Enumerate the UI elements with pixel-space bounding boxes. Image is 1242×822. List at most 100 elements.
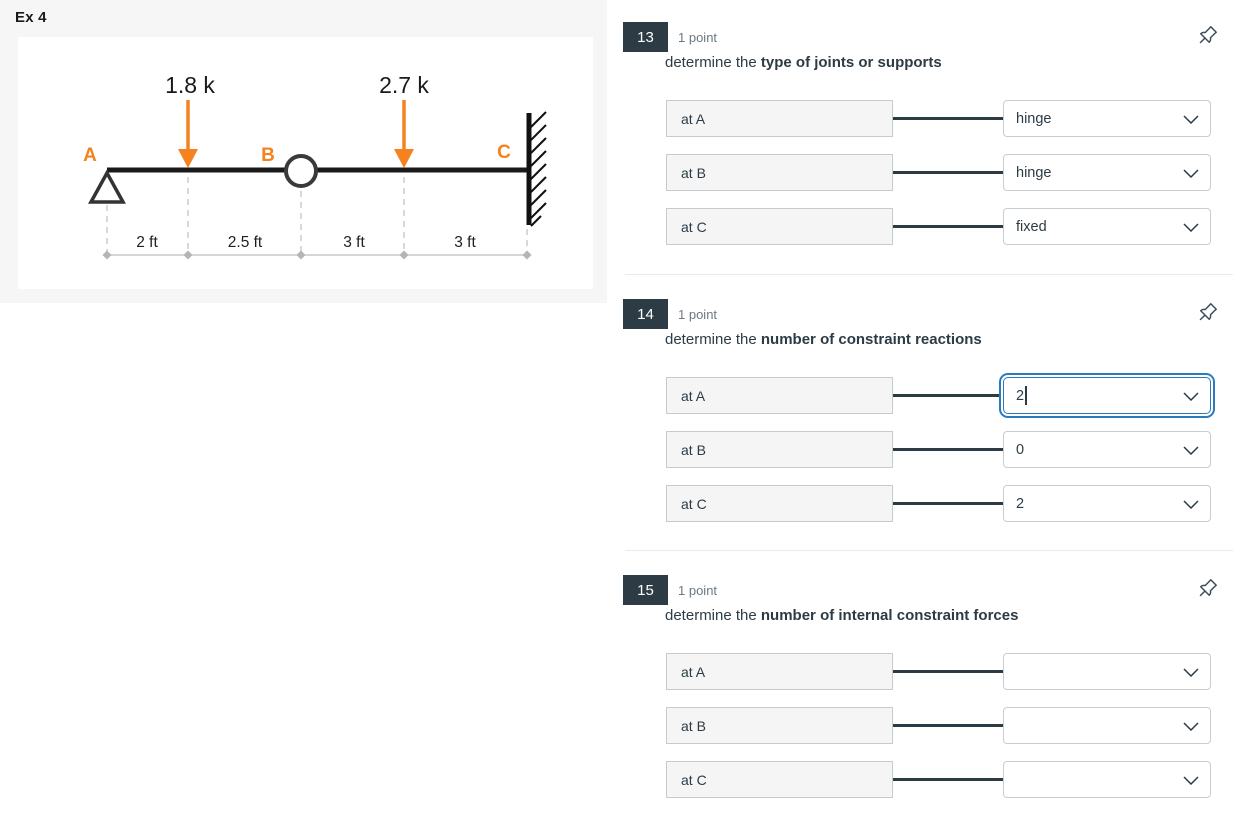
- match-label: at B: [666, 707, 893, 744]
- match-label: at B: [666, 154, 893, 191]
- question-14: 14 1 point determine the number of const…: [620, 299, 1242, 549]
- prompt-emphasis: number of internal constraint forces: [760, 607, 1019, 624]
- point-label-c: C: [497, 142, 511, 163]
- answer-dropdown[interactable]: hinge: [1003, 154, 1211, 191]
- chevron-down-icon: [1183, 169, 1199, 178]
- chevron-down-icon: [1183, 668, 1199, 677]
- projection-lines: [106, 177, 528, 252]
- connector-line: [893, 117, 1003, 120]
- connector-line: [893, 778, 1003, 781]
- answer-value: fixed: [1016, 218, 1047, 235]
- pin-support-a: [88, 169, 126, 204]
- beam-diagram: 2 ft 2.5 ft 3 ft 3 ft: [18, 37, 593, 289]
- answer-dropdown[interactable]: [1003, 653, 1211, 690]
- question-prompt: determine the number of internal constra…: [665, 607, 1018, 624]
- dim-label-3: 3 ft: [343, 234, 365, 251]
- answer-value: 2: [1016, 495, 1025, 512]
- question-divider: [625, 550, 1233, 551]
- connector-line: [893, 394, 1003, 397]
- chevron-down-icon: [1183, 115, 1199, 124]
- connector-line: [893, 171, 1003, 174]
- question-prompt: determine the number of constraint react…: [665, 331, 982, 348]
- pushpin-icon: [1199, 303, 1217, 321]
- dim-label-1: 2 ft: [136, 234, 158, 251]
- question-prompt: determine the type of joints or supports: [665, 54, 942, 71]
- match-row-b: at B 0: [666, 431, 1226, 468]
- answer-value: 0: [1016, 441, 1025, 458]
- pushpin-icon: [1199, 26, 1217, 44]
- question-15: 15 1 point determine the number of inter…: [620, 575, 1242, 822]
- pin-question-button[interactable]: [1197, 577, 1219, 599]
- connector-line: [893, 448, 1003, 451]
- pin-question-button[interactable]: [1197, 301, 1219, 323]
- match-label: at A: [666, 377, 893, 414]
- point-label-a: A: [83, 145, 97, 166]
- match-row-c: at C fixed: [666, 208, 1226, 245]
- match-row-b: at B hinge: [666, 154, 1226, 191]
- match-row-b: at B: [666, 707, 1226, 744]
- match-row-a: at A 2: [666, 377, 1226, 414]
- match-label: at C: [666, 485, 893, 522]
- match-row-a: at A: [666, 653, 1226, 690]
- prompt-prefix: determine the: [665, 54, 761, 71]
- connector-line: [893, 670, 1003, 673]
- match-row-c: at C: [666, 761, 1226, 798]
- hinge-b: [284, 154, 318, 188]
- question-number-badge: 15: [623, 575, 668, 605]
- text-caret: [1025, 386, 1027, 405]
- question-points: 1 point: [678, 307, 718, 322]
- connector-line: [893, 225, 1003, 228]
- answer-dropdown[interactable]: 0: [1003, 431, 1211, 468]
- chevron-down-icon: [1183, 500, 1199, 509]
- matching-rows: at A hinge at B hinge at C fixed: [666, 100, 1226, 262]
- match-row-a: at A hinge: [666, 100, 1226, 137]
- force-arrow-right: [394, 100, 414, 168]
- prompt-prefix: determine the: [665, 607, 761, 624]
- answer-dropdown[interactable]: fixed: [1003, 208, 1211, 245]
- answer-value: 2: [1016, 387, 1025, 404]
- dim-label-2: 2.5 ft: [228, 234, 263, 251]
- answer-dropdown-focused[interactable]: 2: [1003, 377, 1211, 414]
- prompt-emphasis: number of constraint reactions: [760, 331, 982, 348]
- chevron-down-icon: [1183, 776, 1199, 785]
- exercise-title: Ex 4: [15, 9, 47, 26]
- fixed-support-c: [526, 111, 547, 227]
- dim-label-4: 3 ft: [454, 234, 476, 251]
- answer-dropdown[interactable]: [1003, 707, 1211, 744]
- pin-question-button[interactable]: [1197, 24, 1219, 46]
- point-label-b: B: [261, 145, 275, 166]
- pushpin-icon: [1199, 579, 1217, 597]
- beam-diagram-svg: 2 ft 2.5 ft 3 ft 3 ft: [83, 72, 547, 260]
- force-label-right: 2.7 k: [379, 72, 429, 98]
- matching-rows: at A 2 at B 0 at C 2: [666, 377, 1226, 539]
- question-13: 13 1 point determine the type of joints …: [620, 22, 1242, 272]
- match-label: at C: [666, 208, 893, 245]
- question-points: 1 point: [678, 30, 718, 45]
- prompt-prefix: determine the: [665, 331, 761, 348]
- question-points: 1 point: [678, 583, 718, 598]
- match-label: at A: [666, 100, 893, 137]
- answer-value: hinge: [1016, 164, 1052, 181]
- chevron-down-icon: [1183, 392, 1199, 401]
- force-arrow-left: [178, 100, 198, 168]
- connector-line: [893, 502, 1003, 505]
- diagram-region: Ex 4 2 ft 2.5 ft: [0, 0, 607, 303]
- question-number-badge: 14: [623, 299, 668, 329]
- match-label: at C: [666, 761, 893, 798]
- force-label-left: 1.8 k: [165, 72, 215, 98]
- chevron-down-icon: [1183, 446, 1199, 455]
- answer-value: hinge: [1016, 110, 1052, 127]
- answer-dropdown[interactable]: hinge: [1003, 100, 1211, 137]
- answer-dropdown[interactable]: 2: [1003, 485, 1211, 522]
- match-row-c: at C 2: [666, 485, 1226, 522]
- match-label: at B: [666, 431, 893, 468]
- question-number-badge: 13: [623, 22, 668, 52]
- match-label: at A: [666, 653, 893, 690]
- prompt-emphasis: type of joints or supports: [760, 54, 942, 71]
- connector-line: [893, 724, 1003, 727]
- question-divider: [625, 274, 1233, 275]
- chevron-down-icon: [1183, 223, 1199, 232]
- matching-rows: at A at B at C: [666, 653, 1226, 815]
- chevron-down-icon: [1183, 722, 1199, 731]
- answer-dropdown[interactable]: [1003, 761, 1211, 798]
